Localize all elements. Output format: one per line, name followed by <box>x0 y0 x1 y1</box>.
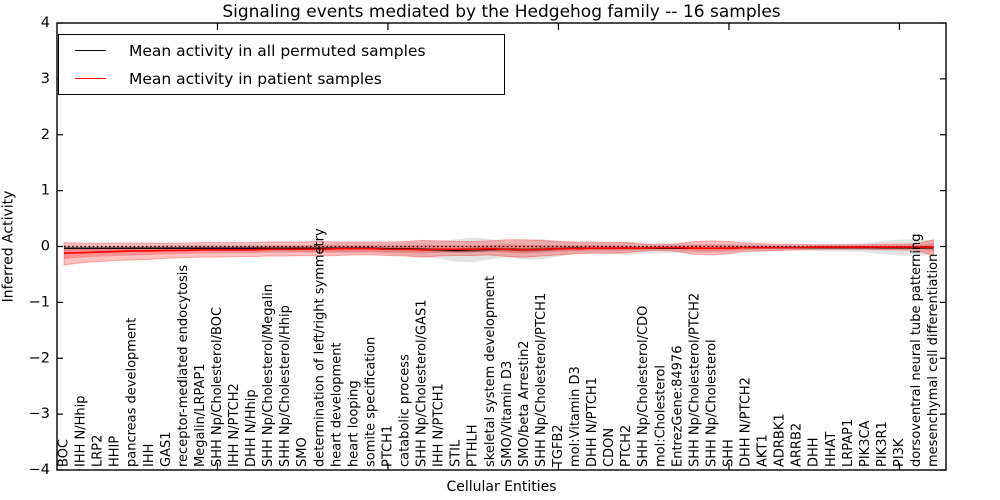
x-category-label: mesenchymal cell differentiation <box>926 254 941 467</box>
x-category-label: PIK3CA <box>858 420 873 467</box>
x-category-label: pancreas development <box>125 318 140 467</box>
x-category-label: IHH N/PTCH2 <box>227 383 242 467</box>
x-category-label: heart development <box>329 342 344 467</box>
x-category-label: determination of left/right symmetry <box>312 228 327 467</box>
x-category-label: PTCH1 <box>380 425 395 467</box>
x-category-label: LRPAP1 <box>841 419 856 467</box>
x-category-label: skeletal system development <box>483 276 498 467</box>
y-tick-label: 2 <box>41 127 50 143</box>
x-category-label: HHIP <box>108 436 123 467</box>
patient-mean-line <box>63 246 934 255</box>
x-category-label: AKT1 <box>756 434 771 467</box>
x-category-label: HHAT <box>824 432 839 467</box>
legend-label-patient: Mean activity in patient samples <box>129 69 382 88</box>
x-category-label: heart looping <box>346 380 361 467</box>
x-category-label: SHH <box>721 439 736 467</box>
x-category-label: SHH Np/Cholesterol/PTCH2 <box>687 293 702 467</box>
x-category-label: Megalin/LRPAP1 <box>193 363 208 467</box>
x-category-label: somite specification <box>363 337 378 467</box>
x-category-label: IHH <box>142 444 157 467</box>
x-category-label: DHH <box>807 437 822 467</box>
y-tick-label: 0 <box>41 239 50 255</box>
legend-entry-patient: Mean activity in patient samples <box>59 65 504 93</box>
x-category-label: SHH Np/Cholesterol <box>704 339 719 467</box>
x-category-label: SMO/beta Arrestin2 <box>517 340 532 467</box>
x-category-label: DHH N/Hhip <box>244 389 259 467</box>
x-category-label: ADRBK1 <box>773 413 788 467</box>
x-category-label: GAS1 <box>159 432 174 468</box>
x-category-label: DHH N/PTCH2 <box>739 377 754 467</box>
x-category-label: CDON <box>602 428 617 467</box>
x-category-label: ARRB2 <box>790 423 805 467</box>
legend-entry-permuted: Mean activity in all permuted samples <box>59 37 504 65</box>
x-category-label: catabolic process <box>398 354 413 467</box>
patient-std-band-inner <box>64 243 934 260</box>
x-category-label: TGFB2 <box>551 424 566 468</box>
x-category-label: SMO/Vitamin D3 <box>500 361 515 467</box>
legend: Mean activity in all permuted samples Me… <box>58 34 505 95</box>
x-category-label: dorsoventral neural tube patterning <box>909 234 924 467</box>
x-category-label: SMO <box>295 437 310 467</box>
x-category-label: mol:Cholesterol <box>653 365 668 467</box>
x-category-label: BOC <box>57 439 72 467</box>
y-axis-label: Inferred Activity <box>0 190 17 303</box>
x-category-label: SHH Np/Cholesterol/Hhip <box>278 305 293 467</box>
x-category-label: LRP2 <box>91 435 106 467</box>
x-category-label: PTHLH <box>466 424 481 467</box>
x-category-label: PI3K <box>892 438 907 467</box>
x-category-label: PIK3R1 <box>875 421 890 467</box>
x-axis-label: Cellular Entities <box>446 479 557 495</box>
x-category-label: receptor-mediated endocytosis <box>176 265 191 467</box>
permuted-line-swatch <box>75 50 106 51</box>
patient-line-swatch <box>75 78 106 79</box>
chart-title: Signaling events mediated by the Hedgeho… <box>222 2 781 22</box>
y-tick-label: 3 <box>41 71 50 87</box>
x-category-label: DHH N/PTCH1 <box>585 377 600 467</box>
x-category-label: IHH N/Hhip <box>74 396 89 468</box>
legend-label-permuted: Mean activity in all permuted samples <box>129 41 426 60</box>
y-tick-label: −1 <box>29 294 50 310</box>
x-category-label: SHH Np/Cholesterol/Megalin <box>261 284 276 467</box>
x-category-label: SHH Np/Cholesterol/BOC <box>210 307 225 467</box>
y-tick-label: −3 <box>29 406 50 422</box>
x-category-label: SHH Np/Cholesterol/PTCH1 <box>534 293 549 467</box>
y-tick-label: −4 <box>29 462 50 478</box>
y-tick-label: 1 <box>41 183 50 199</box>
y-tick-label: −2 <box>29 350 50 366</box>
x-category-label: SHH Np/Cholesterol/GAS1 <box>415 299 430 467</box>
x-category-label: mol:Vitamin D3 <box>568 366 583 467</box>
x-category-label: SHH Np/Cholesterol/CDO <box>636 306 651 467</box>
x-category-label: PTCH2 <box>619 425 634 467</box>
y-tick-label: 4 <box>41 15 50 31</box>
x-category-label: EntrezGene:84976 <box>670 346 685 467</box>
x-category-label: IHH N/PTCH1 <box>432 383 447 467</box>
x-category-label: STIL <box>449 439 464 467</box>
